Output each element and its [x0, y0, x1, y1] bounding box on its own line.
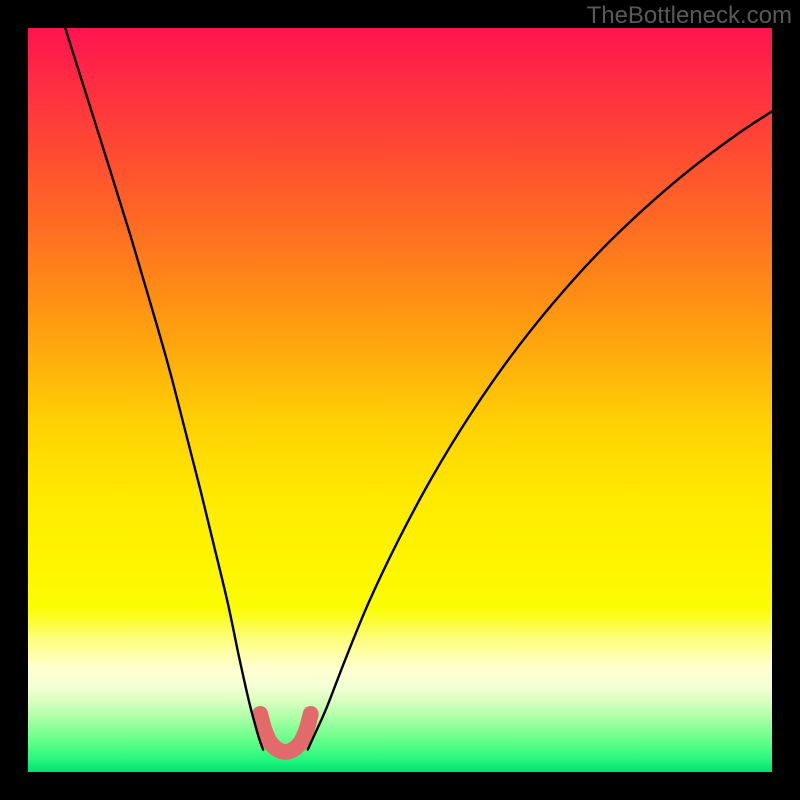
- chart-svg: [28, 28, 772, 772]
- gradient-background: [28, 28, 772, 772]
- watermark-text: TheBottleneck.com: [587, 2, 792, 30]
- chart-container: TheBottleneck.com: [0, 0, 800, 800]
